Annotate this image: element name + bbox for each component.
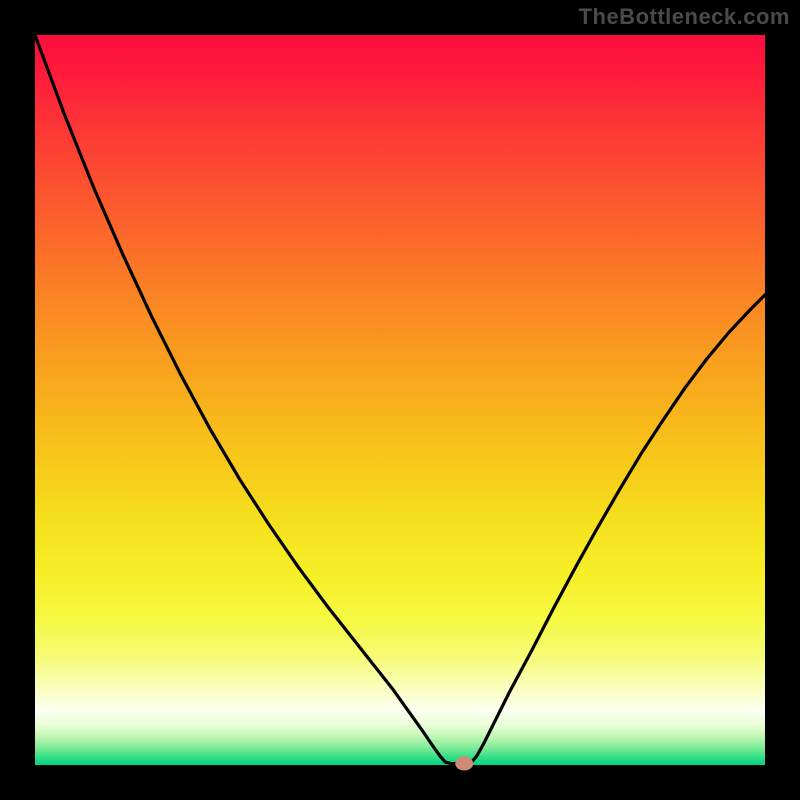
gradient-plot-area [35, 35, 765, 765]
watermark-text: TheBottleneck.com [579, 4, 790, 30]
bottleneck-chart [0, 0, 800, 800]
optimal-marker [455, 757, 473, 771]
chart-stage: TheBottleneck.com [0, 0, 800, 800]
